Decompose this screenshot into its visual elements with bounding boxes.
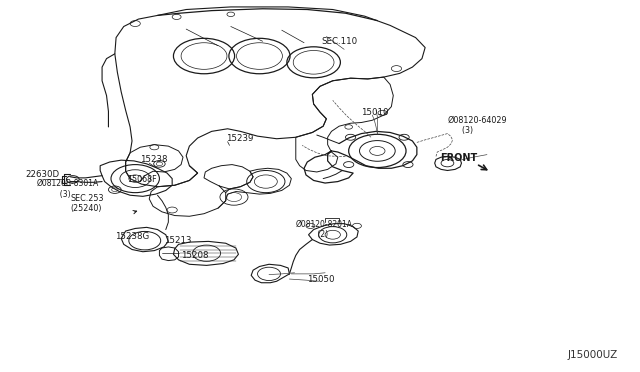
Text: J15000UZ: J15000UZ	[568, 350, 618, 360]
Text: SEC.253
(25240): SEC.253 (25240)	[70, 194, 104, 214]
Text: 15068F: 15068F	[127, 175, 157, 184]
Text: 22630D: 22630D	[26, 170, 60, 179]
Text: 15010: 15010	[361, 108, 388, 118]
Text: FRONT: FRONT	[440, 153, 477, 163]
Text: SEC.110: SEC.110	[321, 37, 357, 46]
Text: Ø08120B-8301A
          (3): Ø08120B-8301A (3)	[36, 179, 99, 199]
Text: 15208: 15208	[181, 251, 209, 260]
Text: Ø08120-8201A
         (2): Ø08120-8201A (2)	[296, 220, 353, 239]
Text: 15213: 15213	[164, 236, 191, 245]
Text: 15238G: 15238G	[115, 232, 149, 241]
Text: 15239: 15239	[226, 134, 253, 143]
Text: 15050: 15050	[307, 275, 335, 283]
Text: 15238: 15238	[140, 155, 168, 164]
Text: Ø08120-64029
      (3): Ø08120-64029 (3)	[447, 115, 507, 135]
